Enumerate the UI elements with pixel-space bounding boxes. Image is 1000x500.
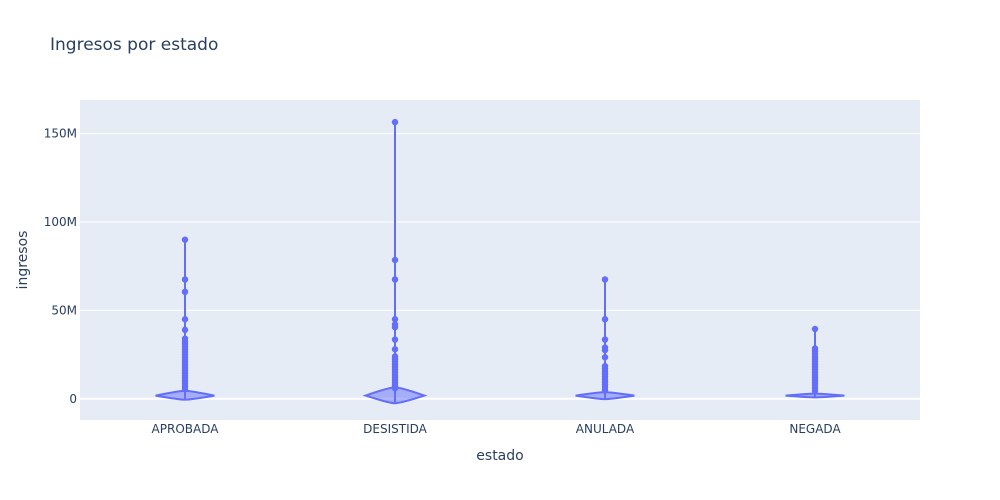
- outlier-point: [391, 276, 399, 283]
- outlier-point: [391, 336, 399, 343]
- outlier-point: [601, 346, 609, 354]
- chart-title: Ingresos por estado: [50, 35, 218, 55]
- y-axis-label: ingresos: [15, 231, 31, 290]
- outlier-point: [811, 387, 819, 395]
- y-tick-label: 100M: [44, 215, 77, 229]
- violin-negada: [785, 325, 845, 399]
- violin-aprobada: [155, 236, 215, 401]
- outlier-point: [601, 336, 609, 343]
- outlier-point: [181, 288, 189, 296]
- violin-body: [155, 389, 215, 401]
- outlier-point: [391, 346, 399, 353]
- outlier-point: [181, 276, 189, 283]
- x-axis-label: estado: [476, 448, 523, 464]
- gridlines: [80, 133, 920, 400]
- x-axis-ticks: APROBADA DESISTIDA ANULADA NEGADA: [152, 422, 842, 436]
- outlier-point: [391, 256, 399, 264]
- outlier-point: [601, 354, 609, 361]
- y-tick-label: 0: [69, 392, 77, 406]
- violin-desistida: [362, 118, 428, 405]
- y-tick-label: 50M: [51, 303, 77, 317]
- y-axis-ticks: 0 50M 100M 150M: [44, 127, 77, 406]
- outlier-point: [601, 386, 609, 394]
- outlier-point: [391, 323, 399, 331]
- plot-area: [80, 100, 920, 420]
- y-tick-label: 150M: [44, 127, 77, 141]
- outlier-point: [181, 316, 189, 323]
- outlier-point: [391, 118, 399, 126]
- x-tick-label: NEGADA: [789, 422, 841, 436]
- outlier-point: [811, 325, 819, 333]
- violin-body: [785, 392, 845, 399]
- violin-anulada: [575, 276, 635, 401]
- outlier-point: [391, 316, 399, 323]
- x-tick-label: ANULADA: [576, 422, 635, 436]
- violin-body: [362, 386, 428, 405]
- outlier-point: [181, 326, 189, 334]
- outlier-point: [391, 384, 399, 392]
- outlier-point: [181, 385, 189, 393]
- violin-series: [155, 118, 845, 405]
- outlier-point: [181, 236, 189, 243]
- outlier-point: [601, 276, 609, 283]
- violin-body: [575, 391, 635, 401]
- x-tick-label: APROBADA: [152, 422, 220, 436]
- outlier-point: [601, 316, 609, 323]
- x-tick-label: DESISTIDA: [363, 422, 427, 436]
